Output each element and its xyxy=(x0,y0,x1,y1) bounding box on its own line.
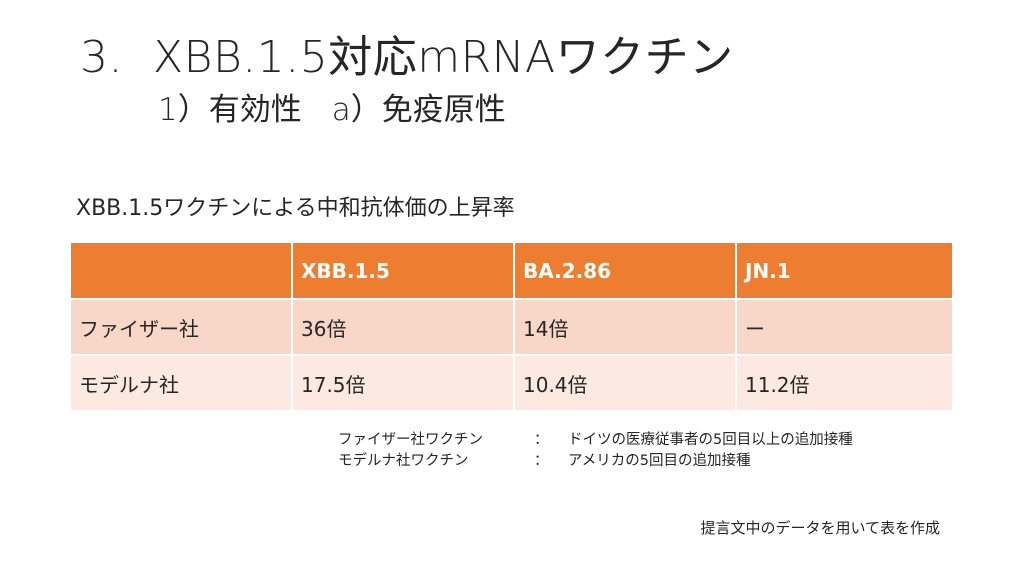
footnote-colon: ： xyxy=(534,453,549,469)
header-cell-jn1: JN.1 xyxy=(735,243,952,299)
row-label-pfizer: ファイザー社 xyxy=(71,298,292,355)
slide-title: 3. XBB.1.5対応mRNAワクチン xyxy=(80,28,734,88)
footnote-colon: ： xyxy=(534,432,549,448)
footnote-pfizer: ファイザー社ワクチン ： ドイツの医療従事者の5回目以上の追加接種 xyxy=(338,430,853,451)
cell-moderna-xbb15: 17.5倍 xyxy=(291,354,514,410)
slide-subtitle: 1）有効性 a）免疫原性 xyxy=(158,88,506,132)
cell-moderna-ba286: 10.4倍 xyxy=(513,354,736,410)
cell-pfizer-jn1: ー xyxy=(735,298,952,355)
table-header-row: XBB.1.5 BA.2.86 JN.1 xyxy=(71,243,952,299)
table-row-pfizer: ファイザー社 36倍 14倍 ー xyxy=(71,298,952,355)
footnote-text: アメリカの5回目の追加接種 xyxy=(568,453,751,469)
header-cell-ba286: BA.2.86 xyxy=(513,243,736,299)
cell-pfizer-ba286: 14倍 xyxy=(513,298,736,355)
footnote-label: モデルナ社ワクチン xyxy=(338,453,469,469)
subtitle-part-2: a）免疫原性 xyxy=(331,92,506,128)
subtitle-part-1: 1）有効性 xyxy=(158,92,302,128)
table-row-moderna: モデルナ社 17.5倍 10.4倍 11.2倍 xyxy=(71,354,952,410)
neutralizing-antibody-table: XBB.1.5 BA.2.86 JN.1 ファイザー社 36倍 14倍 ー モデ… xyxy=(71,243,952,410)
source-note: 提言文中のデータを用いて表を作成 xyxy=(700,519,940,537)
footnotes: ファイザー社ワクチン ： ドイツの医療従事者の5回目以上の追加接種 モデルナ社ワクチ… xyxy=(338,430,853,472)
row-label-moderna: モデルナ社 xyxy=(71,354,292,410)
footnote-moderna: モデルナ社ワクチン ： アメリカの5回目の追加接種 xyxy=(338,451,853,472)
footnote-label: ファイザー社ワクチン xyxy=(338,432,483,448)
footnote-text: ドイツの医療従事者の5回目以上の追加接種 xyxy=(568,432,853,448)
section-number: 3. xyxy=(80,32,123,83)
header-cell-empty xyxy=(71,243,292,299)
cell-moderna-jn1: 11.2倍 xyxy=(735,354,952,410)
cell-pfizer-xbb15: 36倍 xyxy=(291,298,514,355)
table-caption: XBB.1.5ワクチンによる中和抗体価の上昇率 xyxy=(76,196,515,221)
header-cell-xbb15: XBB.1.5 xyxy=(291,243,514,299)
title-text: XBB.1.5対応mRNAワクチン xyxy=(152,32,734,83)
